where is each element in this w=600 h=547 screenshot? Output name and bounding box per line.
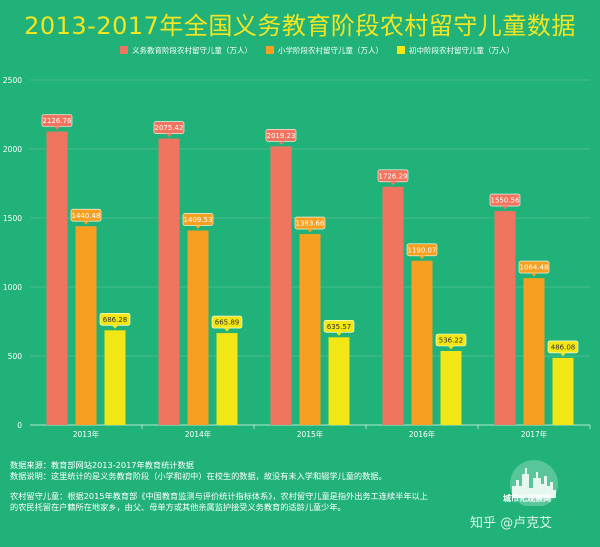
bar — [440, 351, 462, 425]
data-label-pointer — [531, 273, 537, 277]
data-label: 1726.29 — [379, 172, 408, 180]
data-label: 536.22 — [439, 337, 464, 345]
data-label: 1409.53 — [184, 216, 213, 224]
bar — [216, 333, 238, 425]
legend-label: 初中阶段农村留守儿童（万人） — [409, 45, 514, 55]
x-tick-label: 2014年 — [185, 429, 212, 439]
bar — [523, 278, 545, 425]
legend-item: 小学阶段农村留守儿童（万人） — [266, 45, 383, 56]
legend-swatch — [397, 46, 405, 54]
bar-chart: 0 500 1000 1500 2000 2500 2013年 2126.76 1440.48 6… — [3, 76, 591, 439]
bar — [299, 234, 321, 425]
data-label-pointer — [307, 229, 313, 233]
x-tick-label: 2017年 — [521, 429, 548, 439]
data-label-pointer — [224, 328, 230, 332]
city-skyline-logo-icon — [510, 460, 558, 506]
y-tick-label: 1500 — [3, 214, 22, 223]
chart-title: 2013-2017年全国义务教育阶段农村留守儿童数据 — [24, 12, 576, 40]
logo-text: 城市化观察网 — [503, 494, 551, 503]
data-label-pointer — [560, 352, 566, 357]
data-label: 486.08 — [551, 344, 576, 352]
footer-definition-2: 的农民托留在户籍所在地家乡，由父、母单方或其他亲属监护接受义务教育的适龄儿童少年… — [10, 502, 346, 512]
bar — [382, 186, 404, 425]
data-label: 2075.42 — [155, 124, 184, 132]
data-label: 635.57 — [327, 323, 352, 331]
data-label-pointer — [419, 255, 425, 260]
data-label-pointer — [195, 225, 201, 229]
data-label: 2019.23 — [267, 132, 296, 140]
footer-notes: 数据来源：教育部网站2013-2017年教育统计数据 数据说明：这里统计的是义务… — [10, 460, 600, 513]
x-tick-label: 2016年 — [409, 429, 436, 439]
bar — [158, 138, 180, 425]
data-label-pointer — [83, 221, 89, 225]
x-tick-label: 2015年 — [297, 429, 324, 439]
data-label: 1550.56 — [491, 197, 520, 205]
data-label-pointer — [502, 206, 508, 210]
legend-label: 小学阶段农村留守儿童（万人） — [278, 45, 383, 55]
footer-source: 数据来源：教育部网站2013-2017年教育统计数据 — [10, 460, 194, 470]
y-tick-label: 500 — [8, 352, 23, 361]
bar — [46, 131, 68, 425]
legend: 义务教育阶段农村留守儿童（万人） 小学阶段农村留守儿童（万人） 初中阶段农村留守儿童… — [120, 43, 514, 57]
y-tick-label: 0 — [17, 421, 22, 430]
x-tick-label: 2013年 — [73, 429, 100, 439]
bar — [552, 357, 574, 425]
data-label: 686.28 — [103, 316, 128, 324]
y-tick-label: 1000 — [3, 283, 22, 292]
bar — [187, 230, 209, 425]
legend-swatch — [266, 46, 274, 54]
data-label-pointer — [448, 346, 454, 350]
data-label-pointer — [54, 126, 60, 131]
footer-definition-1: 农村留守儿童：根据2015年教育部《中国教育监测与评价统计指标体系》，农村留守儿… — [10, 491, 428, 501]
bar — [411, 260, 433, 425]
bar — [75, 226, 97, 425]
bar — [494, 211, 516, 425]
y-tick-label: 2000 — [3, 145, 22, 154]
legend-item: 初中阶段农村留守儿童（万人） — [397, 45, 514, 56]
data-label: 665.89 — [215, 319, 240, 327]
data-label: 1064.48 — [520, 264, 549, 272]
data-label: 1190.07 — [408, 246, 437, 254]
bar — [328, 337, 350, 425]
data-label-pointer — [336, 332, 342, 336]
footer-note: 数据说明：这里统计的是义务教育阶段（小学和初中）在校生的数据，故没有未入学和辍学… — [10, 471, 387, 481]
watermark-text: 知乎 @卢克艾 — [470, 516, 553, 531]
data-label: 1440.48 — [72, 212, 101, 220]
data-label-pointer — [166, 133, 172, 138]
data-label: 1383.66 — [296, 220, 325, 228]
legend-swatch — [120, 46, 128, 54]
data-label-pointer — [112, 325, 118, 329]
data-label-pointer — [278, 141, 284, 145]
y-tick-label: 2500 — [3, 76, 22, 85]
legend-label: 义务教育阶段农村留守儿童（万人） — [132, 45, 252, 55]
bar — [270, 146, 292, 425]
data-label-pointer — [390, 181, 396, 186]
bar — [104, 330, 126, 425]
data-label: 2126.76 — [43, 117, 72, 125]
legend-item: 义务教育阶段农村留守儿童（万人） — [120, 45, 252, 56]
